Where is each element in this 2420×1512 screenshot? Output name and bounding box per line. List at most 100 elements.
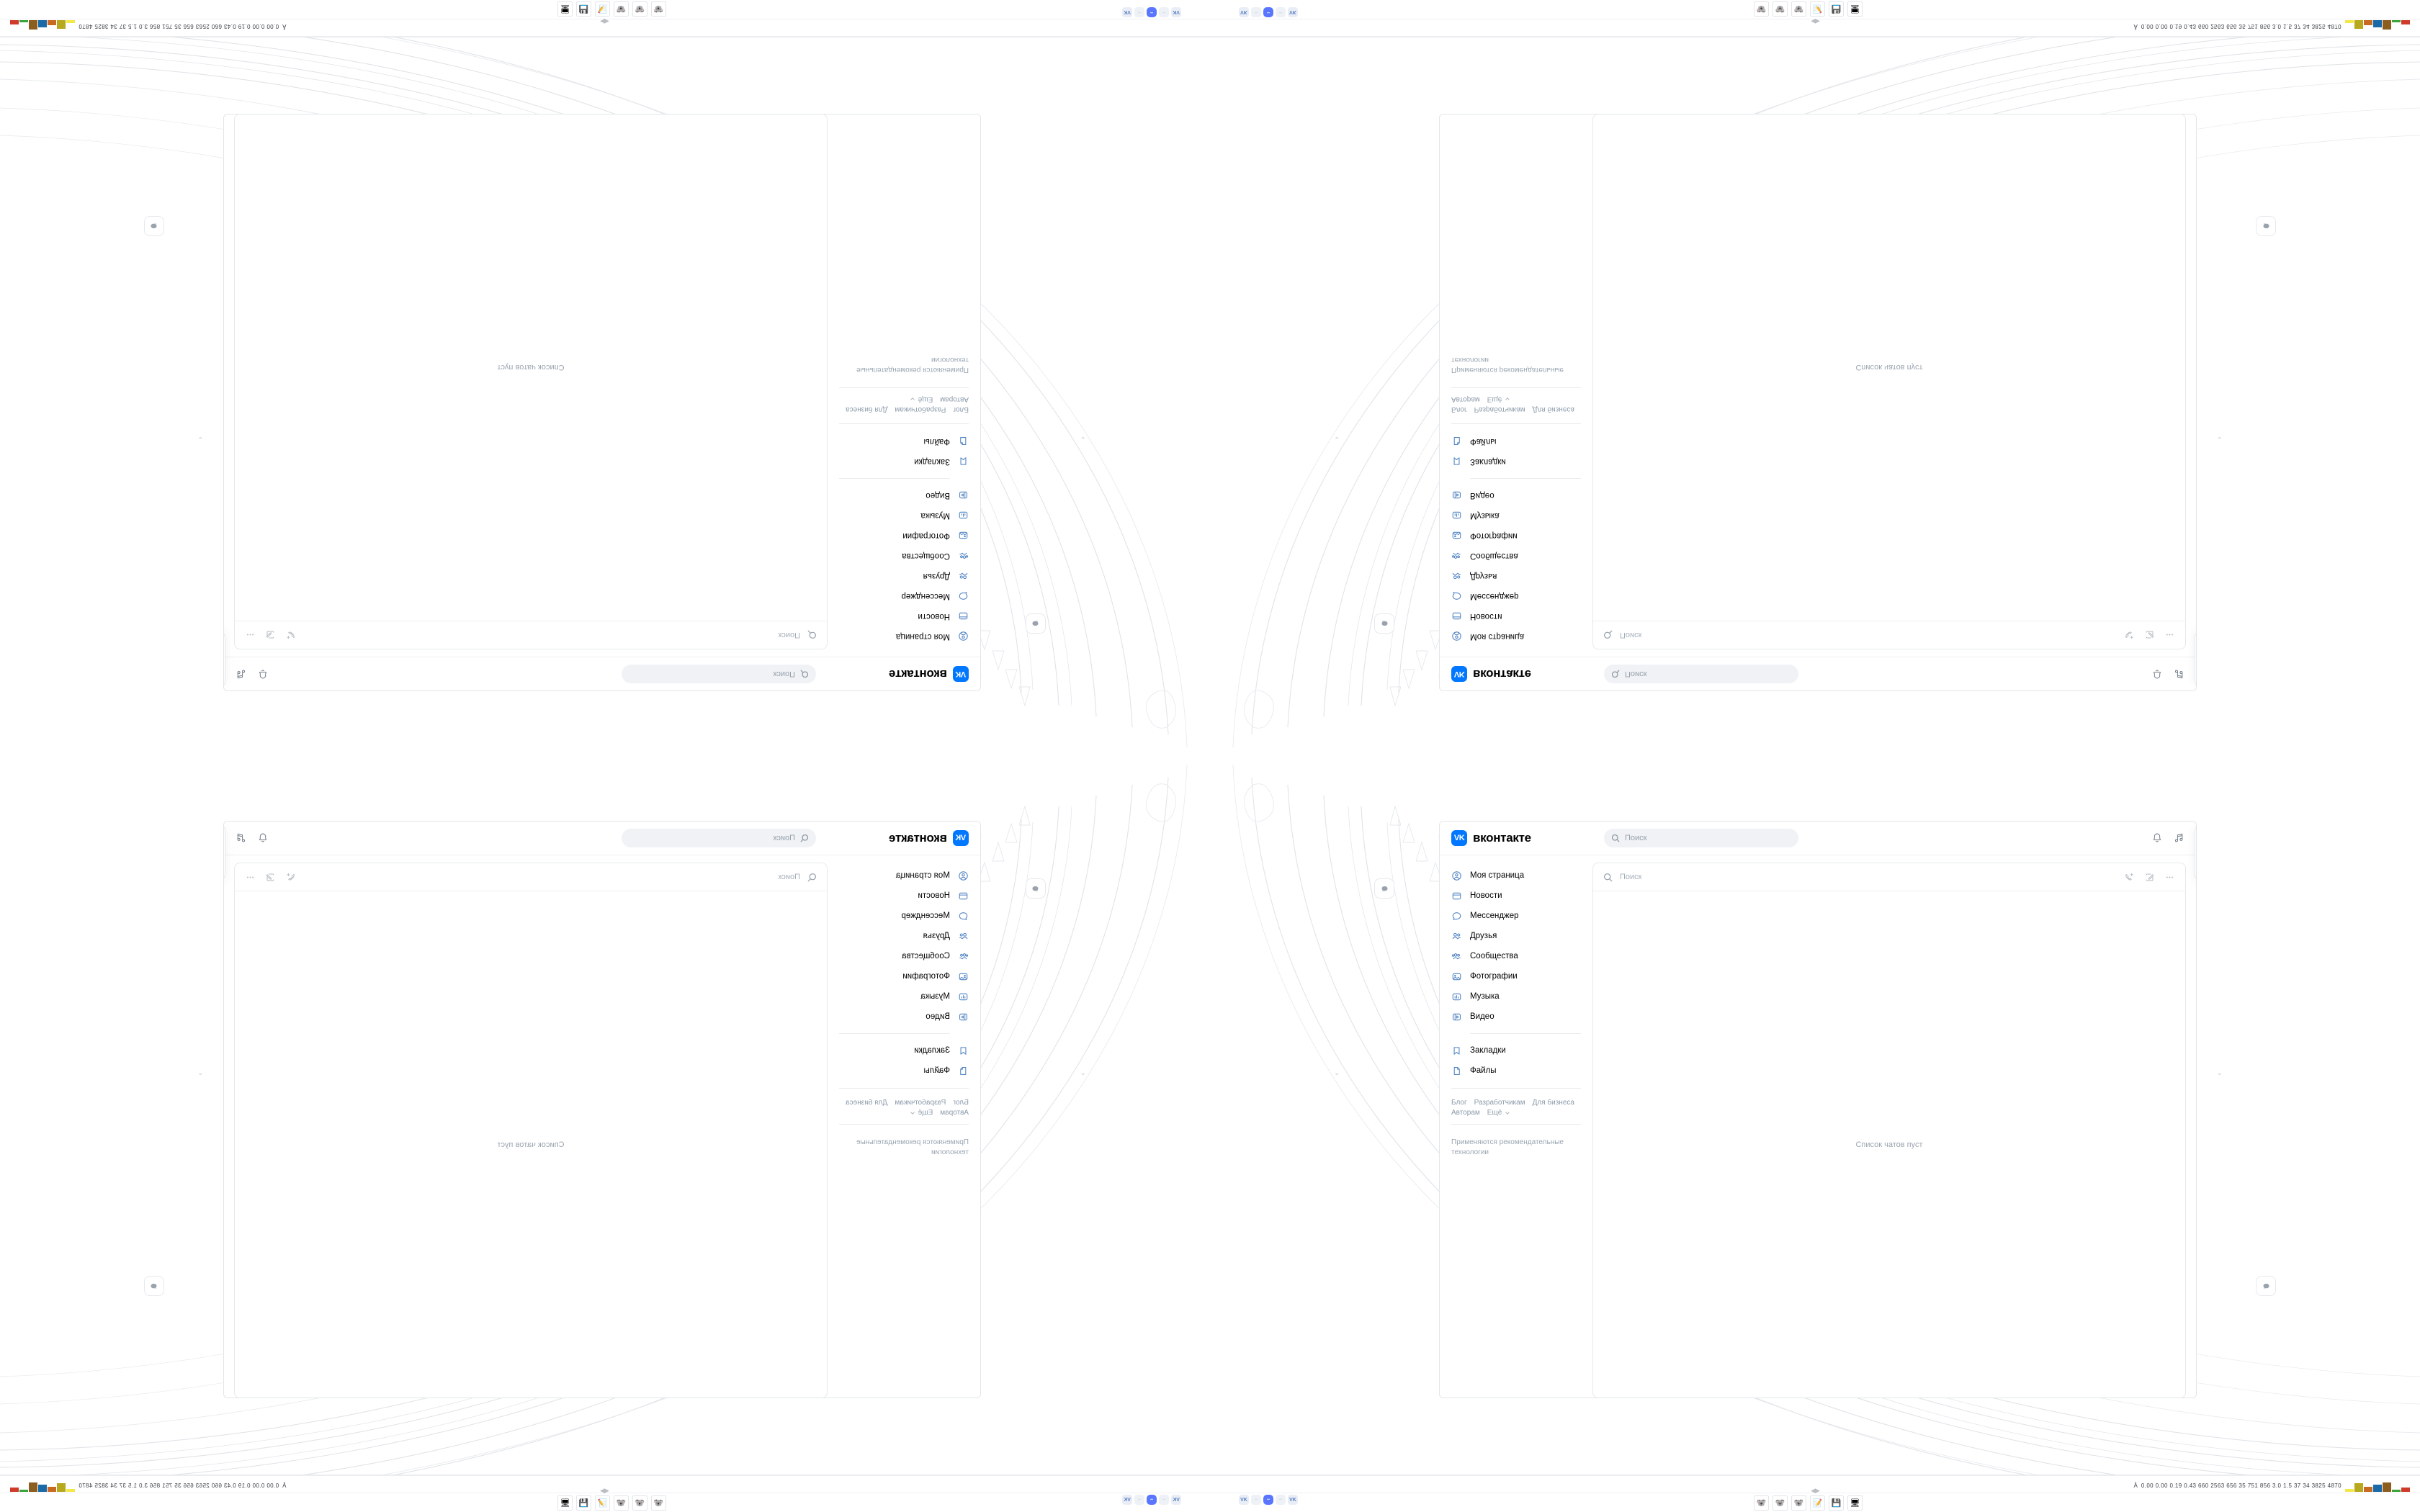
taskbar-item-notepad[interactable]: 📝 <box>1810 1495 1825 1511</box>
taskbar-item-firefox[interactable]: 🐨 <box>1791 1 1806 17</box>
chat-search-bar[interactable]: Поиск <box>235 621 827 649</box>
taskbar-item-firefox[interactable]: 🐨 <box>1791 1495 1806 1511</box>
panel-collapse-chevron-right[interactable]: ⌄ <box>197 1069 204 1077</box>
more-options-icon[interactable] <box>245 630 256 641</box>
add-call-icon[interactable] <box>2124 630 2135 641</box>
pager-right-arrow[interactable]: ▶ <box>1815 1487 1820 1494</box>
sidebar-item-music[interactable]: Музыка <box>828 986 980 1007</box>
taskbar-item-firefox[interactable]: 🐨 <box>1773 1 1788 17</box>
more-options-icon[interactable] <box>2164 872 2175 883</box>
sidebar-item-communities[interactable]: Сообщества <box>828 546 980 566</box>
support-chat-button-top[interactable] <box>1374 613 1394 634</box>
panel-collapse-chevron-left[interactable]: ⌄ <box>1334 435 1340 443</box>
panel-collapse-chevron-left[interactable]: ⌄ <box>1080 435 1086 443</box>
support-chat-button-bottom[interactable] <box>144 216 164 236</box>
taskbar-item-firefox[interactable]: 🐨 <box>651 1495 666 1511</box>
vk-logo[interactable]: VK вконтакте <box>1451 830 1604 846</box>
compose-icon[interactable] <box>265 630 276 641</box>
sidebar-item-my-page[interactable]: Моя страница <box>828 865 980 886</box>
footer-more-toggle[interactable]: Ещё <box>1487 1109 1510 1117</box>
footer-more-toggle[interactable]: Ещё <box>1487 395 1510 403</box>
footer-link-authors[interactable]: Авторам <box>1451 1109 1480 1117</box>
pager-right-arrow[interactable]: ▶ <box>601 1487 605 1494</box>
footer-link-business[interactable]: Для бизнеса <box>846 405 888 413</box>
sidebar-item-friends[interactable]: Друзья <box>828 566 980 586</box>
sidebar-item-files[interactable]: Файлы <box>1440 1061 1592 1081</box>
music-note-icon[interactable] <box>236 832 247 844</box>
pager-right-arrow[interactable]: ▶ <box>601 18 605 25</box>
sidebar-item-friends[interactable]: Друзья <box>828 926 980 946</box>
more-options-icon[interactable] <box>2164 630 2175 641</box>
sidebar-item-news[interactable]: Новости <box>1440 886 1592 906</box>
footer-link-blog[interactable]: Блог <box>1451 405 1467 413</box>
header-search-input[interactable]: Поиск <box>622 829 816 847</box>
panel-collapse-chevron-right[interactable]: ⌄ <box>2216 435 2223 443</box>
sidebar-item-photos[interactable]: Фотографии <box>1440 526 1592 546</box>
footer-link-business[interactable]: Для бизнеса <box>846 1099 888 1107</box>
sidebar-item-photos[interactable]: Фотографии <box>828 526 980 546</box>
sidebar-item-video[interactable]: Видео <box>828 1007 980 1027</box>
sidebar-item-my-page[interactable]: Моя страница <box>828 626 980 647</box>
taskbar-item-floppy[interactable]: 💾 <box>1829 1 1844 17</box>
sidebar-item-video[interactable]: Видео <box>1440 1007 1592 1027</box>
bell-icon[interactable] <box>257 668 269 680</box>
taskbar-item-firefox[interactable]: 🐨 <box>614 1 629 17</box>
sidebar-item-photos[interactable]: Фотографии <box>828 966 980 986</box>
footer-link-blog[interactable]: Блог <box>953 1099 969 1107</box>
taskbar-item-terminal[interactable]: 🖥 <box>1847 1495 1863 1511</box>
sidebar-item-files[interactable]: Файлы <box>1440 431 1592 451</box>
footer-link-business[interactable]: Для бизнеса <box>1532 1099 1574 1107</box>
sidebar-item-messenger[interactable]: Мессенджер <box>828 906 980 926</box>
sidebar-item-my-page[interactable]: Моя страница <box>1440 865 1592 886</box>
bell-icon[interactable] <box>2151 668 2163 680</box>
sidebar-item-messenger[interactable]: Мессенджер <box>828 586 980 606</box>
footer-link-business[interactable]: Для бизнеса <box>1532 405 1574 413</box>
add-call-icon[interactable] <box>2124 872 2135 883</box>
sidebar-item-video[interactable]: Видео <box>1440 485 1592 505</box>
taskbar-item-firefox[interactable]: 🐨 <box>1754 1 1769 17</box>
music-note-icon[interactable] <box>2173 668 2184 680</box>
footer-link-developers[interactable]: Разработчикам <box>895 405 946 413</box>
taskbar-item-firefox[interactable]: 🐨 <box>614 1495 629 1511</box>
music-note-icon[interactable] <box>2173 832 2184 844</box>
pager-left-arrow[interactable]: ◀ <box>605 1487 609 1494</box>
sidebar-item-my-page[interactable]: Моя страница <box>1440 626 1592 647</box>
panel-collapse-chevron-left[interactable]: ⌄ <box>1334 1069 1340 1077</box>
footer-link-blog[interactable]: Блог <box>953 405 969 413</box>
compose-icon[interactable] <box>265 872 276 883</box>
more-options-icon[interactable] <box>245 872 256 883</box>
footer-more-toggle[interactable]: Ещё <box>910 395 933 403</box>
pager-right-arrow[interactable]: ▶ <box>1815 18 1819 25</box>
vk-logo[interactable]: VK вконтакте <box>816 666 969 682</box>
support-chat-button-bottom[interactable] <box>144 1276 164 1296</box>
sidebar-item-communities[interactable]: Сообщества <box>1440 546 1592 566</box>
footer-link-developers[interactable]: Разработчикам <box>1474 1099 1525 1107</box>
panel-collapse-chevron-right[interactable]: ⌄ <box>2216 1069 2223 1077</box>
compose-icon[interactable] <box>2144 872 2155 883</box>
bell-icon[interactable] <box>2151 832 2163 844</box>
chat-search-bar[interactable]: Поиск <box>1593 621 2185 649</box>
vk-logo[interactable]: VK вконтакте <box>1451 666 1604 682</box>
sidebar-item-news[interactable]: Новости <box>1440 606 1592 626</box>
taskbar-item-floppy[interactable]: 💾 <box>576 1495 591 1511</box>
header-search-input[interactable]: Поиск <box>1604 829 1798 847</box>
panel-collapse-chevron-left[interactable]: ⌄ <box>1080 1069 1086 1077</box>
support-chat-button-bottom[interactable] <box>2256 216 2276 236</box>
bell-icon[interactable] <box>257 832 269 844</box>
footer-link-authors[interactable]: Авторам <box>940 395 969 403</box>
taskbar-item-terminal[interactable]: 🖥 <box>557 1 573 17</box>
taskbar-item-firefox[interactable]: 🐨 <box>1754 1495 1769 1511</box>
sidebar-item-bookmarks[interactable]: Закладки <box>1440 451 1592 472</box>
taskbar-item-firefox[interactable]: 🐨 <box>1773 1495 1788 1511</box>
sidebar-item-bookmarks[interactable]: Закладки <box>828 1040 980 1061</box>
footer-link-developers[interactable]: Разработчикам <box>1474 405 1525 413</box>
sidebar-item-communities[interactable]: Сообщества <box>1440 946 1592 966</box>
sidebar-item-friends[interactable]: Друзья <box>1440 566 1592 586</box>
taskbar-item-terminal[interactable]: 🖥 <box>557 1495 573 1511</box>
header-search-input[interactable]: Поиск <box>622 665 816 683</box>
support-chat-button-top[interactable] <box>1026 613 1046 634</box>
sidebar-item-news[interactable]: Новости <box>828 886 980 906</box>
taskbar-item-notepad[interactable]: 📝 <box>595 1495 610 1511</box>
taskbar-item-firefox[interactable]: 🐨 <box>651 1 666 17</box>
sidebar-item-messenger[interactable]: Мессенджер <box>1440 586 1592 606</box>
